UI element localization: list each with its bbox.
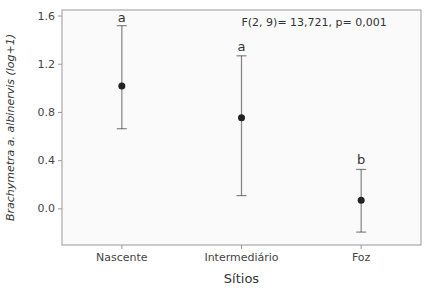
error-bar-line (121, 26, 122, 129)
x-tick (241, 245, 242, 249)
y-tick (58, 208, 62, 209)
marks (117, 26, 366, 232)
annotation: F(2, 9)= 13,721, p= 0,001 (242, 16, 387, 29)
y-tick (58, 160, 62, 161)
y-tick (58, 16, 62, 17)
error-cap-lower (356, 232, 366, 233)
x-tick-label: Nascente (96, 251, 148, 264)
error-bar (117, 26, 127, 129)
y-axis-label: Brachymetra a. albinervis (log+1) (4, 34, 17, 221)
x-tick (121, 245, 122, 249)
y-axis: 0.0 0.4 0.8 1.2 1.6 (38, 10, 63, 216)
group-letter: a (118, 10, 126, 25)
error-bar (356, 169, 366, 232)
error-cap-upper (237, 55, 247, 56)
group-letters: a a b (118, 10, 365, 167)
error-cap-upper (356, 169, 366, 170)
group-letter: b (357, 152, 365, 167)
error-bar-line (241, 56, 242, 196)
error-bar (237, 56, 247, 196)
mean-point (358, 197, 365, 204)
y-tick-label: 0.4 (38, 154, 56, 167)
y-tick (58, 112, 62, 113)
x-axis: Nascente Intermediário Foz (96, 245, 371, 264)
y-tick-label: 1.2 (38, 58, 56, 71)
x-tick-label: Foz (352, 251, 371, 264)
x-tick-label: Intermediário (204, 251, 278, 264)
chart-container: 0.0 0.4 0.8 1.2 1.6 Nascente Intermediário Foz S… (0, 0, 433, 291)
group-letter: a (238, 39, 246, 54)
y-tick-label: 0.8 (38, 106, 56, 119)
error-cap-upper (117, 25, 127, 26)
error-cap-lower (117, 128, 127, 129)
plot-frame (62, 10, 421, 245)
chart-svg: 0.0 0.4 0.8 1.2 1.6 Nascente Intermediário Foz S… (0, 0, 433, 291)
x-axis-label: Sítios (224, 271, 260, 286)
y-tick (58, 64, 62, 65)
y-tick-label: 0.0 (38, 202, 56, 215)
y-tick-label: 1.6 (38, 10, 56, 23)
mean-point (238, 114, 245, 121)
error-cap-lower (237, 195, 247, 196)
mean-point (118, 82, 125, 89)
x-tick (361, 245, 362, 249)
